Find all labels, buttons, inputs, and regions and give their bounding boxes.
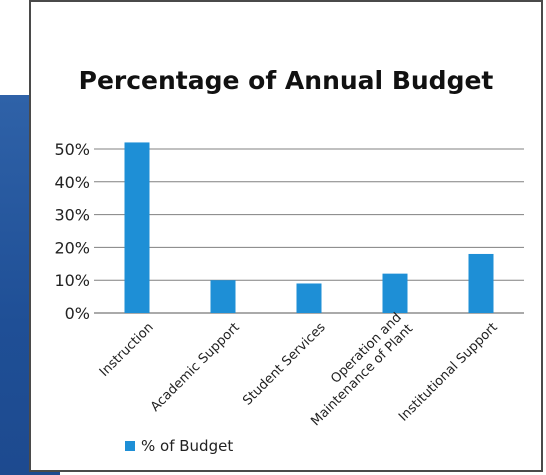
y-tick-label: 0% [65, 304, 90, 323]
legend: % of Budget [125, 437, 233, 455]
bar [382, 273, 408, 313]
y-axis-ticks: 0% 10% 20% 30% 40% 50% [54, 140, 90, 323]
y-tick-label: 50% [54, 140, 90, 159]
legend-swatch [125, 441, 135, 451]
y-tick-label: 20% [54, 238, 90, 257]
y-tick-label: 30% [54, 206, 90, 225]
bars [124, 142, 494, 313]
chart-card: Percentage of Annual Budget 0% 10% 20% 30% 4… [29, 0, 543, 472]
y-tick-label: 10% [54, 271, 90, 290]
y-tick-label: 40% [54, 173, 90, 192]
bar [468, 253, 494, 313]
x-tick-label: Instruction [97, 320, 157, 380]
chart-title: Percentage of Annual Budget [78, 66, 494, 95]
bar [210, 280, 236, 313]
x-tick-label: Academic Support [148, 320, 243, 415]
bar [124, 142, 150, 313]
x-tick-label: Student Services [240, 320, 329, 409]
bar [296, 283, 322, 313]
legend-label: % of Budget [141, 437, 234, 455]
